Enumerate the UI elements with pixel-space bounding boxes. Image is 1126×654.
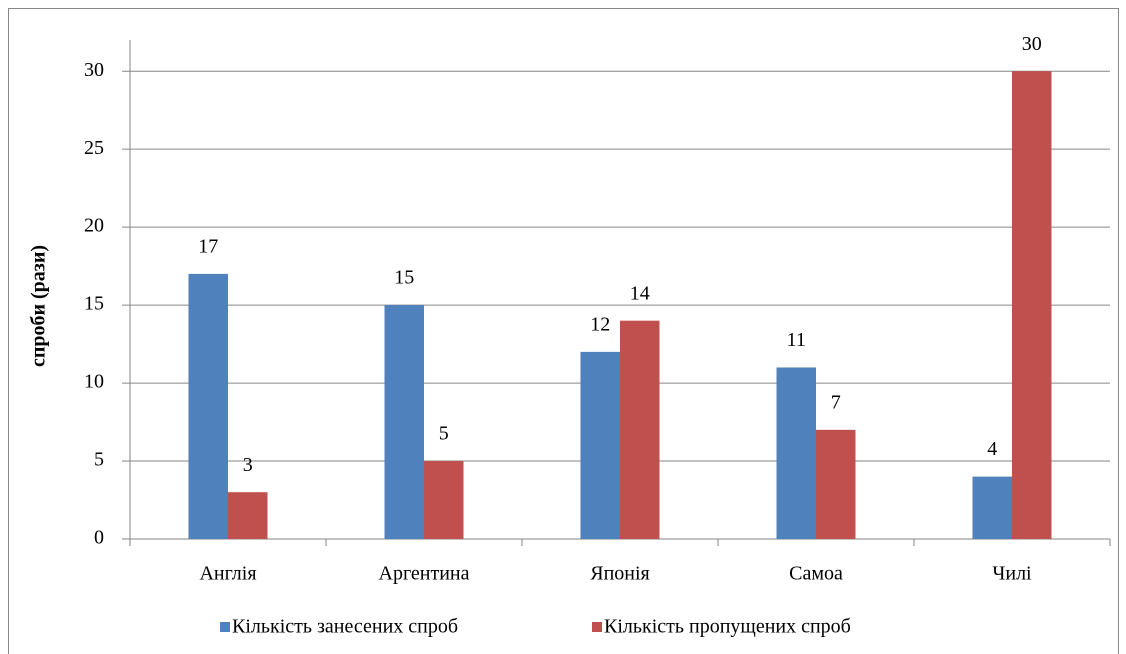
y-tick-label: 25 — [84, 137, 104, 159]
x-tick-label: Англія — [199, 563, 256, 585]
legend-label: Кількість пропущених спроб — [604, 616, 851, 638]
y-axis-title: спроби (рази) — [28, 245, 50, 367]
bar — [972, 476, 1012, 539]
value-label: 14 — [630, 282, 650, 304]
value-label: 12 — [590, 313, 610, 335]
bar — [1012, 71, 1052, 539]
x-tick-label: Чилі — [992, 563, 1032, 585]
x-tick-label: Японія — [590, 563, 650, 585]
bar — [776, 367, 816, 539]
bar — [188, 273, 228, 539]
y-tick-label: 0 — [94, 527, 104, 549]
value-label: 5 — [439, 423, 449, 445]
bar — [384, 305, 424, 539]
x-tick-label: Аргентина — [379, 563, 470, 585]
bar — [228, 492, 268, 539]
value-label: 4 — [987, 438, 997, 460]
value-label: 11 — [787, 329, 806, 351]
y-tick-label: 10 — [84, 371, 104, 393]
legend-label: Кількість занесених спроб — [232, 616, 458, 638]
chart-frame — [8, 8, 1119, 654]
bar — [620, 320, 660, 539]
legend-swatch — [592, 622, 602, 632]
value-label: 30 — [1022, 33, 1042, 55]
y-tick-label: 20 — [84, 215, 104, 237]
value-label: 15 — [394, 267, 414, 289]
value-label: 7 — [831, 391, 841, 413]
bar — [424, 461, 464, 539]
x-tick-label: Самоа — [789, 563, 843, 585]
y-tick-label: 30 — [84, 59, 104, 81]
bar — [580, 351, 620, 539]
y-tick-label: 15 — [84, 293, 104, 315]
y-tick-label: 5 — [94, 449, 104, 471]
value-label: 3 — [243, 454, 253, 476]
legend-swatch — [220, 622, 230, 632]
value-label: 17 — [198, 236, 218, 258]
bar — [816, 429, 856, 539]
